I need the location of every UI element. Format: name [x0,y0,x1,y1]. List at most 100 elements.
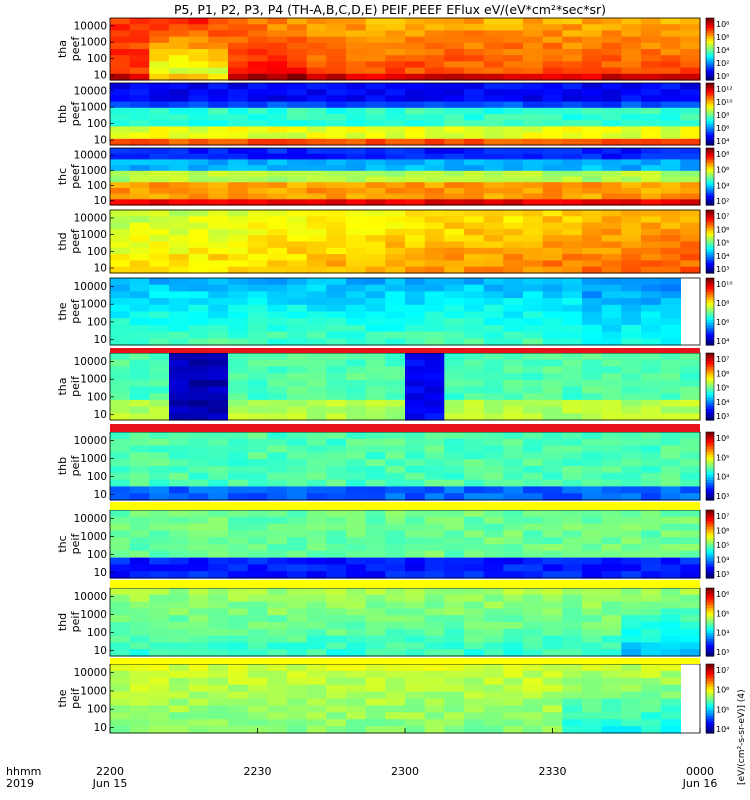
colorbar-segment [706,64,714,68]
heatmap-cell [503,254,524,261]
heatmap-cell [424,399,445,408]
heatmap-cell [326,278,347,286]
heatmap-cell [326,222,347,230]
heatmap-cell [424,649,445,657]
heatmap-cell [149,107,170,115]
heatmap-cell [483,254,504,261]
heatmap-cell [424,222,445,230]
heatmap-cell [641,386,662,394]
heatmap-cell [346,571,367,579]
heatmap-cell [129,311,150,319]
heatmap-cell [641,393,662,401]
heatmap-cell [444,670,465,679]
y-tick-label: 10 [94,263,107,275]
heatmap-cell [365,472,386,481]
colorbar-segment [706,515,714,520]
heatmap-cell [641,324,662,333]
heatmap-cell [346,338,367,346]
colorbar-segment [706,613,714,617]
heatmap-cell [306,544,327,552]
heatmap-cell [503,126,524,134]
heatmap-cell [346,170,367,178]
heatmap-cell [621,588,642,596]
heatmap-cell [365,153,386,160]
heatmap-cell [247,432,268,440]
heatmap-cell [149,266,170,274]
heatmap-cell [385,466,406,474]
colorbar-segment [706,43,714,47]
heatmap-cell [562,438,583,447]
heatmap-cell [542,406,563,414]
heatmap-cell [188,479,209,487]
y-axis-label: peef [69,163,82,189]
heatmap-cell [503,284,524,292]
heatmap-cell [208,353,229,361]
heatmap-cell [444,165,465,172]
heatmap-cell [424,406,445,414]
heatmap-cell [582,235,603,243]
heatmap-cell [306,588,327,596]
heatmap-cell [188,120,209,127]
heatmap-cell [287,95,308,103]
heatmap-cell [385,67,406,75]
heatmap-cell [660,719,681,727]
heatmap-cell [680,30,701,38]
heatmap-cell [346,324,367,333]
colorbar-segment [706,176,714,180]
heatmap-cell [306,386,327,394]
heatmap-cell [621,622,642,630]
heatmap-cell [169,126,190,134]
heatmap-cell [306,266,327,274]
heatmap-cell [641,510,662,518]
heatmap-cell [267,241,288,249]
heatmap-cell [346,120,367,127]
heatmap-cell [169,353,190,361]
heatmap-cell [385,24,406,31]
heatmap-cell [169,698,190,706]
heatmap-cell [444,311,465,319]
heatmap-cell [346,55,367,62]
heatmap-cell [306,366,327,374]
heatmap-cell [660,523,681,531]
heatmap-cell [267,176,288,183]
heatmap-cell [188,608,209,616]
heatmap-cell [346,247,367,255]
heatmap-cell [149,235,170,243]
heatmap-cell [424,120,445,127]
heatmap-cell [424,466,445,474]
heatmap-cell [503,107,524,115]
heatmap-cell [621,216,642,224]
heatmap-cell [326,486,347,494]
heatmap-cell [267,83,288,90]
heatmap-cell [641,61,662,69]
heatmap-cell [188,67,209,75]
heatmap-cell [483,664,504,672]
heatmap-cell [641,726,662,734]
heatmap-cell [326,165,347,172]
heatmap-cell [247,564,268,572]
heatmap-cell [405,278,426,286]
heatmap-cell [208,608,229,616]
colorbar-segment [706,549,714,554]
heatmap-cell [228,42,249,50]
colorbar-segment [706,322,714,327]
heatmap-cell [287,493,308,501]
heatmap-cell [129,331,150,339]
heatmap-cell [405,510,426,518]
heatmap-cell [503,235,524,243]
heatmap-cell [326,544,347,552]
heatmap-cell [660,49,681,56]
heatmap-cell [503,241,524,249]
heatmap-cell [483,684,504,693]
heatmap-cell [405,216,426,224]
heatmap-cell [208,132,229,140]
heatmap-cell [149,304,170,313]
colorbar-segment [706,164,714,168]
colorbar-segment [706,93,714,97]
heatmap-cell [287,49,308,56]
panel-separator [110,658,700,664]
heatmap-cell [405,241,426,249]
colorbar-segment [706,518,714,522]
heatmap-cell [660,544,681,552]
heatmap-cell [641,432,662,440]
